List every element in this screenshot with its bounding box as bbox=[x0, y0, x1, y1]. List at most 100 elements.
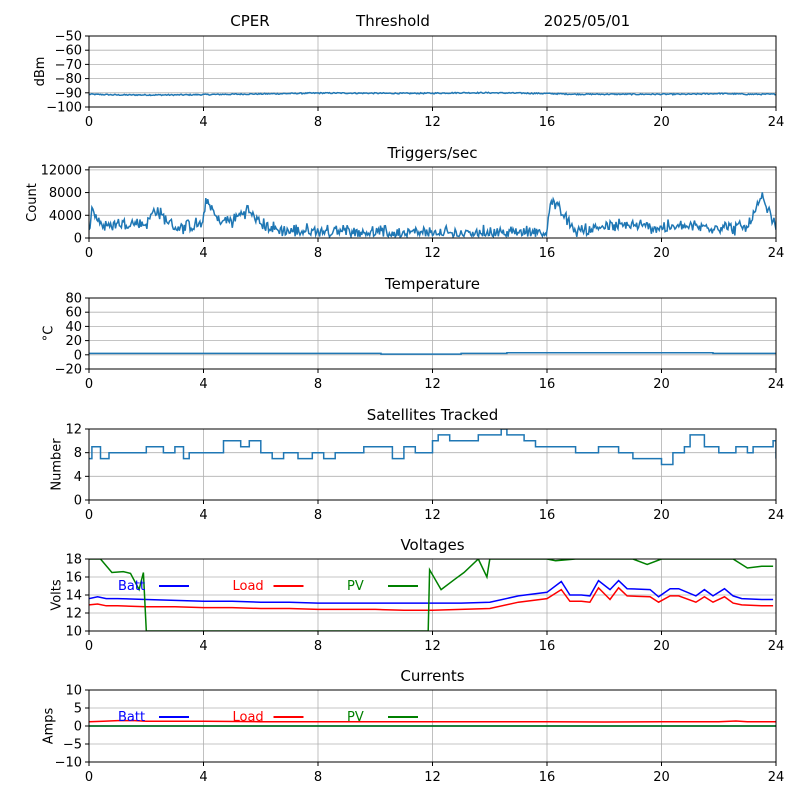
satellites-ylabel: Number bbox=[50, 438, 65, 491]
signal-xtick-label: 8 bbox=[314, 115, 322, 130]
temperature-title: Temperature bbox=[384, 275, 480, 293]
signal-xtick-label: 12 bbox=[424, 115, 441, 130]
satellites-panel: 0 4 8 12 16 20 24 0 4 8 12 Satellites Tracked Number bbox=[50, 406, 785, 523]
satellites-xtick-label: 4 bbox=[199, 508, 207, 523]
currents-ytick-label: −10 bbox=[55, 756, 82, 771]
triggers-xtick-label: 12 bbox=[424, 246, 441, 261]
date-label: 2025/05/01 bbox=[544, 12, 630, 30]
temperature-xtick-label: 16 bbox=[539, 377, 556, 392]
triggers-ylabel: Count bbox=[25, 183, 40, 222]
temperature-xtick-label: 20 bbox=[653, 377, 670, 392]
signal-ytick-label: −50 bbox=[55, 30, 82, 45]
voltages-legend-label: Load bbox=[233, 579, 264, 594]
signal-xtick-label: 16 bbox=[539, 115, 556, 130]
satellites-xtick-label: 8 bbox=[314, 508, 322, 523]
currents-xtick-label: 16 bbox=[539, 770, 556, 785]
signal-xtick-label: 4 bbox=[199, 115, 207, 130]
signal-xtick-label: 0 bbox=[85, 115, 93, 130]
voltages-xtick-label: 4 bbox=[199, 639, 207, 654]
triggers-ytick-label: 4000 bbox=[49, 209, 82, 224]
voltages-xtick-label: 24 bbox=[768, 639, 785, 654]
currents-ytick-label: 5 bbox=[74, 702, 82, 717]
satellites-ytick-label: 8 bbox=[74, 446, 82, 461]
currents-xtick-label: 4 bbox=[199, 770, 207, 785]
currents-legend-label: PV bbox=[347, 710, 364, 725]
triggers-ytick-label: 0 bbox=[74, 232, 82, 247]
voltages-ytick-label: 14 bbox=[65, 589, 82, 604]
signal-ytick-label: −60 bbox=[55, 44, 82, 59]
trigger-mode: Threshold bbox=[355, 12, 430, 30]
currents-xtick-label: 12 bbox=[424, 770, 441, 785]
voltages-ytick-label: 16 bbox=[65, 571, 82, 586]
voltages-xtick-label: 12 bbox=[424, 639, 441, 654]
triggers-title: Triggers/sec bbox=[387, 144, 478, 162]
voltages-xtick-label: 8 bbox=[314, 639, 322, 654]
temperature-ytick-label: 80 bbox=[65, 292, 82, 307]
temperature-series-line bbox=[89, 351, 776, 355]
triggers-xtick-label: 24 bbox=[768, 246, 785, 261]
signal-ylabel: dBm bbox=[33, 57, 48, 87]
site-name: CPER bbox=[230, 12, 269, 30]
voltages-series-batt bbox=[89, 579, 774, 604]
currents-legend-label: Batt bbox=[118, 710, 145, 725]
satellites-ytick-label: 12 bbox=[65, 423, 82, 438]
temperature-ytick-label: −20 bbox=[55, 363, 82, 378]
temperature-ytick-label: 0 bbox=[74, 348, 82, 363]
triggers-ytick-label: 12000 bbox=[41, 163, 82, 178]
satellites-xtick-label: 12 bbox=[424, 508, 441, 523]
temperature-ytick-label: 60 bbox=[65, 306, 82, 321]
voltages-ytick-label: 10 bbox=[65, 625, 82, 640]
voltages-ytick-label: 18 bbox=[65, 553, 82, 568]
voltages-panel: 0 4 8 12 16 20 24 10 12 14 16 18 Voltages Volts Batt Lo… bbox=[50, 536, 785, 654]
temperature-ytick-label: 40 bbox=[65, 320, 82, 335]
satellites-ytick-label: 4 bbox=[74, 470, 82, 485]
satellites-series-line bbox=[89, 429, 776, 466]
satellites-xtick-label: 0 bbox=[85, 508, 93, 523]
currents-ylabel: Amps bbox=[41, 707, 56, 744]
temperature-xtick-label: 12 bbox=[424, 377, 441, 392]
currents-xtick-label: 24 bbox=[768, 770, 785, 785]
signal-ytick-label: −70 bbox=[55, 58, 82, 73]
signal-xtick-label: 24 bbox=[768, 115, 785, 130]
triggers-xtick-label: 8 bbox=[314, 246, 322, 261]
satellites-xtick-label: 24 bbox=[768, 508, 785, 523]
satellites-xtick-label: 20 bbox=[653, 508, 670, 523]
voltages-legend-label: Batt bbox=[118, 579, 145, 594]
currents-ytick-label: 0 bbox=[74, 720, 82, 735]
temperature-xtick-label: 8 bbox=[314, 377, 322, 392]
voltages-legend-label: PV bbox=[347, 579, 364, 594]
signal-panel: 0 4 8 12 16 20 24 −100−90−80−70−60−50 dBm bbox=[33, 30, 784, 131]
currents-ytick-label: 10 bbox=[65, 684, 82, 699]
signal-ytick-label: −80 bbox=[55, 72, 82, 87]
triggers-xtick-label: 20 bbox=[653, 246, 670, 261]
currents-legend-label: Load bbox=[233, 710, 264, 725]
currents-xtick-label: 20 bbox=[653, 770, 670, 785]
currents-title: Currents bbox=[400, 667, 464, 685]
triggers-ytick-label: 8000 bbox=[49, 186, 82, 201]
currents-panel: 0 4 8 12 16 20 24 −10 −5 0 5 10 Currents Amps Batt Load… bbox=[41, 667, 784, 785]
triggers-xtick-label: 4 bbox=[199, 246, 207, 261]
voltages-xtick-label: 16 bbox=[539, 639, 556, 654]
currents-xtick-label: 0 bbox=[85, 770, 93, 785]
voltages-title: Voltages bbox=[400, 536, 464, 554]
temperature-xtick-label: 4 bbox=[199, 377, 207, 392]
signal-series-line bbox=[89, 91, 776, 97]
signal-ytick-label: −90 bbox=[55, 86, 82, 101]
signal-ytick-label: −100 bbox=[46, 101, 82, 116]
temperature-xtick-label: 0 bbox=[85, 377, 93, 392]
temperature-ytick-label: 20 bbox=[65, 334, 82, 349]
triggers-panel: 0 4 8 12 16 20 24 0 4000 8000 12000 Triggers/sec Cou… bbox=[25, 144, 784, 261]
satellites-xtick-label: 16 bbox=[539, 508, 556, 523]
temperature-ylabel: °C bbox=[41, 326, 56, 342]
temperature-xtick-label: 24 bbox=[768, 377, 785, 392]
triggers-xtick-label: 0 bbox=[85, 246, 93, 261]
voltages-series-pv bbox=[89, 559, 774, 631]
voltages-xtick-label: 20 bbox=[653, 639, 670, 654]
voltages-ytick-label: 12 bbox=[65, 607, 82, 622]
voltages-series-load bbox=[89, 586, 774, 612]
currents-xtick-label: 8 bbox=[314, 770, 322, 785]
satellites-ytick-label: 0 bbox=[74, 494, 82, 509]
voltages-ylabel: Volts bbox=[50, 579, 65, 611]
